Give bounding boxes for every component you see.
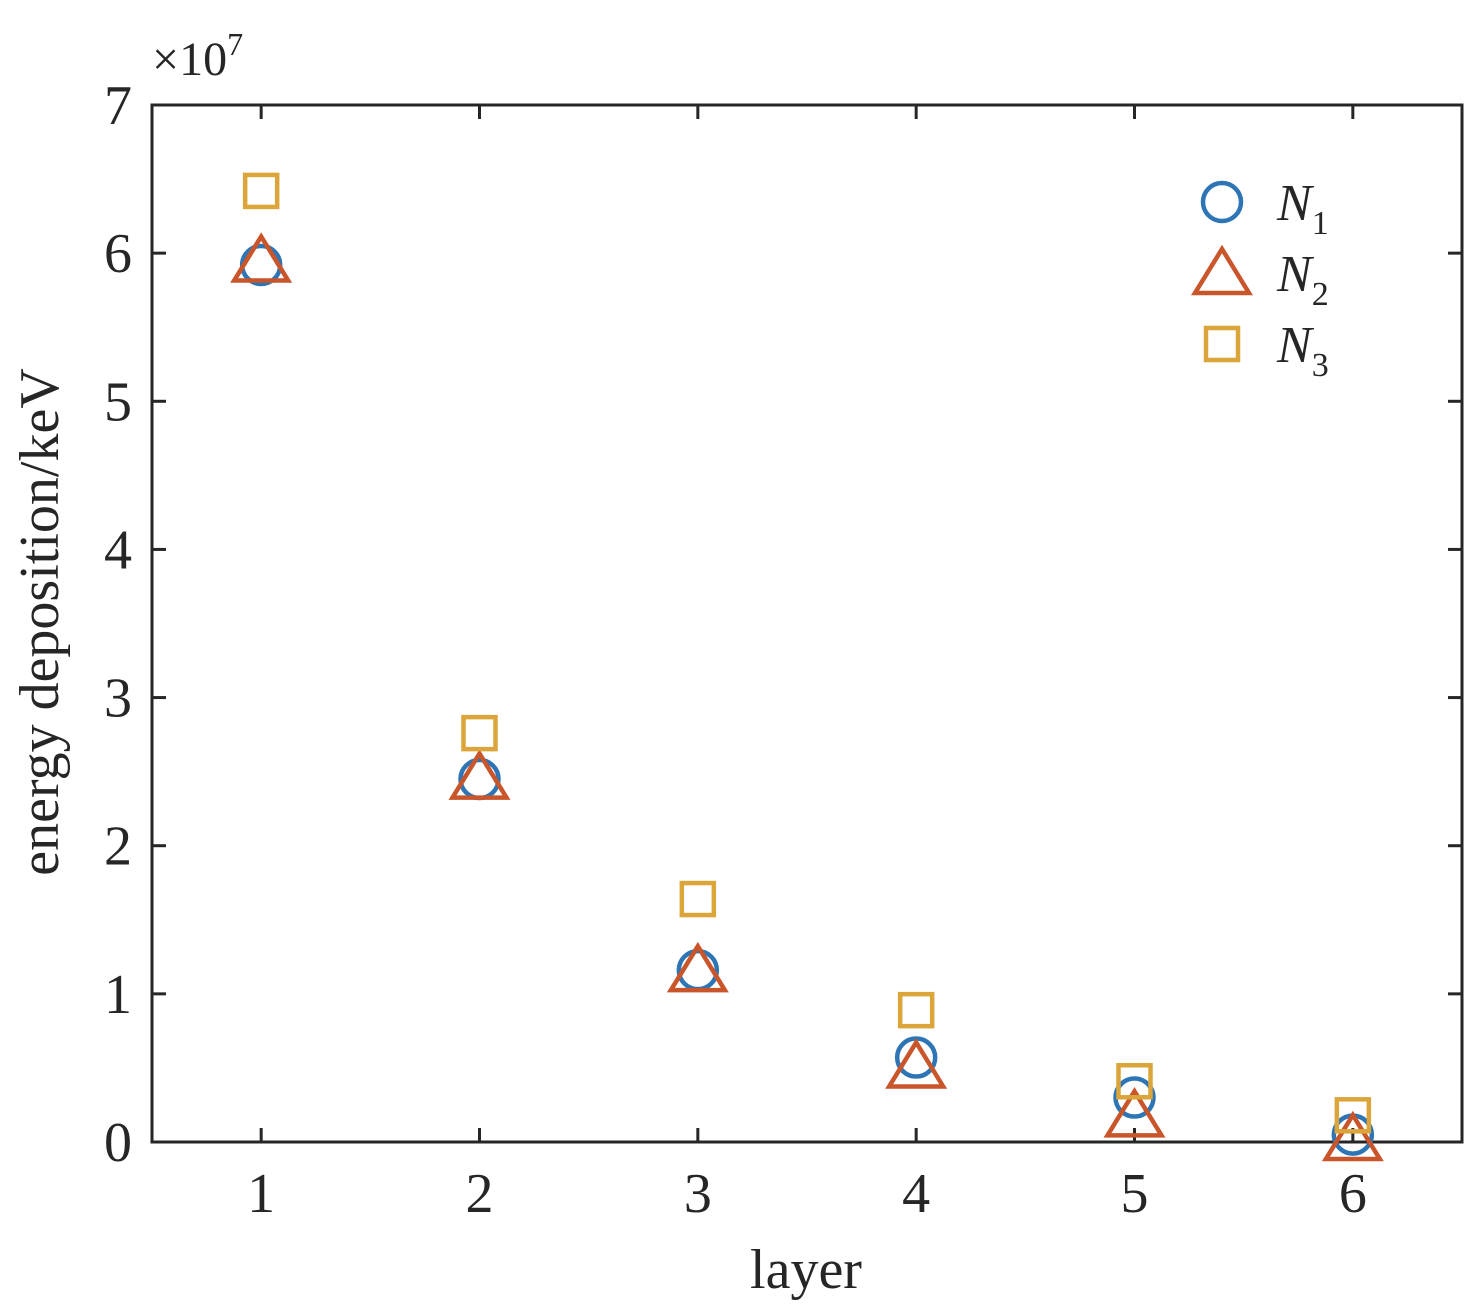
x-tick-label: 6 xyxy=(1339,1163,1367,1225)
data-point-triangle xyxy=(885,1038,948,1089)
legend-marker-square xyxy=(1203,325,1241,363)
plot-area xyxy=(150,103,1464,1144)
data-point-circle xyxy=(1113,1076,1156,1119)
data-point-square xyxy=(1334,1097,1372,1134)
legend-label: N2 xyxy=(1276,246,1329,313)
data-point-triangle xyxy=(448,749,511,800)
legend-label-subscript: 3 xyxy=(1312,347,1329,384)
legend-marker-triangle xyxy=(1190,244,1254,296)
x-tick-label: 3 xyxy=(684,1163,712,1225)
legend-marker-circle xyxy=(1200,180,1244,224)
data-point-triangle xyxy=(230,232,293,283)
y-axis-multiplier-exponent: 7 xyxy=(227,26,243,62)
y-tick-label: 2 xyxy=(104,816,132,878)
legend-entry-3: N3 xyxy=(1203,317,1329,384)
x-tick-label: 4 xyxy=(902,1163,930,1225)
series-circle-1 xyxy=(239,243,1375,1156)
data-markers xyxy=(230,172,1384,1162)
x-tick-label: 1 xyxy=(247,1163,275,1225)
legend-label-subscript: 1 xyxy=(1312,205,1329,242)
y-tick-label: 0 xyxy=(104,1112,132,1174)
plot-frame xyxy=(150,103,1464,1144)
legend-label-subscript: 2 xyxy=(1312,276,1329,313)
data-point-square xyxy=(242,172,280,210)
x-tick-label: 2 xyxy=(466,1163,494,1225)
legend-label: N1 xyxy=(1276,175,1329,242)
y-tick-label: 5 xyxy=(104,371,132,433)
x-axis-label: layer xyxy=(750,1239,862,1301)
legend-label-main: N xyxy=(1276,317,1315,374)
legend-label-main: N xyxy=(1276,175,1315,232)
legend-entry-2: N2 xyxy=(1190,244,1329,313)
data-point-triangle xyxy=(666,941,729,993)
y-tick-label: 6 xyxy=(104,223,132,285)
x-tick-label: 5 xyxy=(1121,1163,1149,1225)
y-axis-label: energy deposition/keV xyxy=(9,368,71,876)
legend-label-main: N xyxy=(1276,246,1315,303)
data-point-square xyxy=(897,991,935,1029)
y-tick-label: 7 xyxy=(104,75,132,137)
legend-entry-1: N1 xyxy=(1200,175,1329,242)
series-square-3 xyxy=(242,172,1372,1134)
legend-label: N3 xyxy=(1276,317,1329,384)
y-tick-label: 1 xyxy=(104,964,132,1026)
y-tick-label: 4 xyxy=(104,519,132,581)
y-tick-label: 3 xyxy=(104,668,132,730)
series-triangle-2 xyxy=(230,232,1384,1162)
data-point-square xyxy=(679,880,717,918)
y-axis-multiplier-base: ×10 xyxy=(152,33,227,86)
y-axis-multiplier: ×107 xyxy=(152,26,243,86)
data-point-triangle xyxy=(1321,1110,1384,1162)
data-point-square xyxy=(1116,1063,1153,1100)
axis-ticks: 1 2 3 4 5 6 0 1 2 3 4 5 6 7 xyxy=(104,75,1462,1225)
data-point-square xyxy=(461,714,498,752)
data-point-circle xyxy=(239,243,283,287)
data-point-triangle xyxy=(1103,1087,1166,1138)
